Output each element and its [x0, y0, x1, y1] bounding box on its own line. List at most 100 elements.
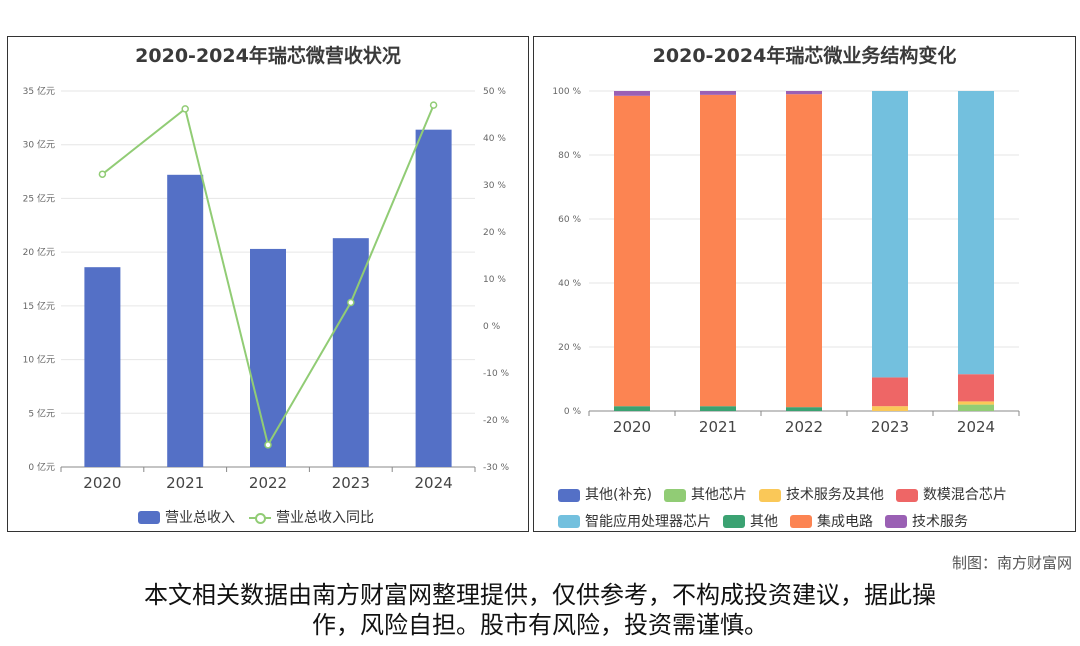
x-tick-label: 2022 — [249, 474, 287, 492]
y-tick-label: 80 % — [558, 151, 581, 161]
y-right-tick-label: 30 % — [483, 181, 506, 191]
legend-swatch — [758, 488, 781, 502]
x-tick-label: 2023 — [871, 418, 909, 436]
legend-item: 其他(补充) — [558, 483, 652, 507]
disclaimer: 本文相关数据由南方财富网整理提供，仅供参考，不构成投资建议，据此操 作，风险自担… — [80, 580, 1000, 640]
legend-item: 营业总收入 — [138, 507, 235, 527]
x-tick-label: 2024 — [415, 474, 453, 492]
stacked-bar-segment — [614, 95, 650, 407]
stacked-bar-segment — [872, 406, 908, 411]
legend-swatch — [249, 511, 271, 524]
yoy-point — [429, 101, 438, 109]
legend-swatch — [558, 515, 580, 528]
y-right-tick-label: -10 % — [483, 369, 510, 379]
y-left-tick-label: 5 亿元 — [28, 407, 55, 419]
stacked-bar-segment — [786, 91, 822, 95]
stacked-bar-segment — [872, 91, 908, 378]
yoy-point — [98, 170, 107, 178]
revenue-bar — [250, 248, 286, 467]
disclaimer-line-2: 作，风险自担。股市有风险，投资需谨慎。 — [312, 611, 768, 639]
legend-item: 营业总收入同比 — [249, 507, 374, 527]
y-right-tick-label: 20 % — [483, 228, 506, 238]
revenue-bar — [84, 267, 121, 467]
y-right-tick-label: 10 % — [483, 275, 506, 285]
legend-swatch — [885, 515, 907, 528]
legend-swatch — [895, 488, 918, 502]
stacked-bar-segment — [958, 404, 994, 411]
legend-label: 技术服务 — [912, 513, 968, 530]
y-left-tick-label: 0 亿元 — [28, 461, 55, 473]
stacked-bar-segment — [958, 401, 994, 405]
legend-label: 集成电路 — [817, 513, 873, 530]
stacked-bar-segment — [958, 91, 994, 375]
stacked-bar-segment — [700, 94, 736, 407]
y-right-tick-label: 40 % — [483, 134, 506, 144]
legend-item: 技术服务 — [885, 510, 968, 534]
x-tick-label: 2022 — [785, 418, 823, 436]
legend-item: 其他芯片 — [663, 483, 747, 507]
legend-swatch — [138, 510, 160, 524]
structure-chart-panel: 2020-2024年瑞芯微业务结构变化 0 % 20 % 40 % 60 % 80 % 1… — [533, 36, 1076, 532]
structure-chart-title: 2020-2024年瑞芯微业务结构变化 — [652, 45, 957, 67]
y-tick-label: 40 % — [558, 279, 581, 289]
stacked-bar-segment — [958, 374, 994, 402]
y-left-tick-label: 10 亿元 — [23, 354, 55, 366]
revenue-bar — [415, 129, 452, 467]
legend-label: 数模混合芯片 — [922, 487, 1007, 503]
y-left-tick-label: 25 亿元 — [23, 192, 55, 204]
legend-label: 营业总收入 — [165, 510, 235, 526]
disclaimer-line-1: 本文相关数据由南方财富网整理提供，仅供参考，不构成投资建议，据此操 — [144, 581, 936, 609]
x-tick-label: 2020 — [83, 474, 121, 492]
legend-label: 营业总收入同比 — [276, 510, 374, 526]
legend-label: 其他芯片 — [690, 487, 747, 503]
yoy-point — [181, 105, 189, 113]
structure-chart-legend: 其他(补充) 其他芯片 技术服务及其他 数模混合芯片智能应用处理器芯片 其他 集成电路 技术… — [558, 483, 1068, 536]
yoy-point — [347, 298, 355, 307]
legend-swatch — [558, 488, 580, 502]
chart-credit: 制图：南方财富网 — [951, 554, 1072, 572]
stacked-bar-segment — [614, 91, 650, 96]
y-left-tick-label: 35 亿元 — [23, 85, 55, 97]
stacked-bar-segment — [872, 377, 908, 407]
yoy-point — [264, 441, 272, 449]
legend-label: 其他 — [750, 513, 778, 530]
legend-item: 其他 — [723, 510, 778, 534]
stacked-bar-segment — [614, 406, 650, 411]
revenue-chart-panel: 2020-2024年瑞芯微营收状况 0 亿元 5 亿元 10 亿元 15 亿元 20 亿… — [7, 36, 529, 532]
y-left-tick-label: 15 亿元 — [23, 300, 55, 312]
x-tick-label: 2020 — [613, 418, 651, 436]
structure-chart: 0 % 20 % 40 % 60 % 80 % 100 % 2020 2021 2022 2023… — [552, 87, 1020, 436]
legend-label: 其他(补充) — [585, 487, 652, 503]
stacked-bar-segment — [700, 406, 736, 411]
x-tick-label: 2021 — [166, 474, 204, 492]
revenue-chart-title: 2020-2024年瑞芯微营收状况 — [135, 45, 401, 67]
legend-item: 数模混合芯片 — [895, 483, 1007, 507]
y-left-tick-label: 30 亿元 — [23, 139, 55, 151]
legend-label: 技术服务及其他 — [785, 487, 884, 503]
x-tick-label: 2023 — [332, 474, 370, 492]
legend-swatch — [723, 515, 745, 528]
revenue-chart-legend: 营业总收入 营业总收入同比 — [138, 507, 388, 528]
stacked-bar-segment — [786, 94, 822, 408]
revenue-chart: 0 亿元 5 亿元 10 亿元 15 亿元 20 亿元 25 亿元 30 亿元 35 亿元 -3… — [23, 85, 510, 492]
legend-item: 技术服务及其他 — [758, 483, 884, 507]
x-tick-label: 2021 — [699, 418, 737, 436]
y-left-tick-label: 20 亿元 — [23, 246, 55, 258]
y-tick-label: 60 % — [558, 215, 581, 225]
legend-item: 智能应用处理器芯片 — [558, 510, 711, 534]
revenue-bar — [167, 174, 204, 467]
y-tick-label: 0 % — [564, 407, 582, 417]
y-tick-label: 20 % — [558, 343, 581, 353]
legend-label: 智能应用处理器芯片 — [585, 513, 711, 530]
stacked-bar-segment — [700, 91, 736, 95]
y-tick-label: 100 % — [552, 87, 581, 97]
legend-swatch — [663, 488, 686, 502]
y-right-tick-label: 50 % — [483, 87, 506, 97]
y-right-tick-label: -30 % — [483, 463, 510, 473]
x-tick-label: 2024 — [957, 418, 995, 436]
legend-item: 集成电路 — [790, 510, 873, 534]
legend-swatch — [790, 515, 812, 528]
stacked-bar-segment — [786, 407, 822, 411]
y-right-tick-label: 0 % — [483, 322, 501, 332]
y-right-tick-label: -20 % — [483, 416, 510, 426]
